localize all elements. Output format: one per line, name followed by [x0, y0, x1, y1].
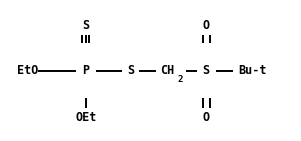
Text: Bu-t: Bu-t [239, 64, 267, 77]
Text: O: O [203, 111, 210, 124]
Text: P: P [82, 64, 89, 77]
Text: CH: CH [160, 64, 174, 77]
Text: 2: 2 [178, 75, 183, 84]
Text: EtO: EtO [17, 64, 38, 77]
Text: OEt: OEt [75, 111, 97, 124]
Text: S: S [203, 64, 210, 77]
Text: O: O [203, 19, 210, 32]
Text: S: S [127, 64, 135, 77]
Text: S: S [82, 19, 89, 32]
